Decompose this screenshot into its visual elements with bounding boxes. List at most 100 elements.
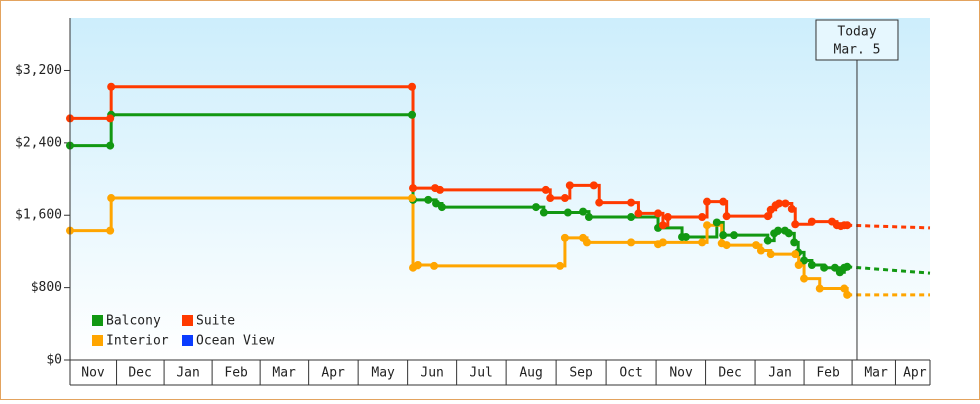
price-point <box>107 194 116 203</box>
price-point <box>107 82 116 91</box>
y-tick-label: $3,200 <box>15 63 62 78</box>
price-point <box>409 184 418 193</box>
price-point <box>541 185 550 194</box>
x-tick-label: Aug <box>519 366 542 381</box>
x-tick-label: Sep <box>569 366 593 381</box>
price-point <box>584 213 593 222</box>
price-point <box>791 220 800 229</box>
price-point <box>106 141 115 150</box>
x-tick-label: Jan <box>176 366 199 381</box>
x-tick-label: Feb <box>816 366 840 381</box>
legend-swatch <box>182 315 193 326</box>
price-point <box>787 204 796 213</box>
price-point <box>532 203 541 212</box>
price-point <box>437 203 446 212</box>
price-point <box>784 229 793 238</box>
x-tick-label: Dec <box>718 366 741 381</box>
price-point <box>560 233 569 242</box>
x-tick-label: Nov <box>669 366 693 381</box>
price-point <box>634 209 643 218</box>
price-point <box>840 284 849 293</box>
price-point <box>800 274 809 283</box>
price-point <box>794 261 803 269</box>
price-point <box>807 217 816 226</box>
price-point <box>729 231 738 240</box>
price-point <box>424 195 433 204</box>
x-tick-label: Jul <box>469 366 492 381</box>
price-point <box>790 238 799 247</box>
price-point <box>843 221 852 230</box>
x-tick-label: Apr <box>903 366 927 381</box>
price-point <box>663 213 672 222</box>
price-point <box>106 226 115 235</box>
price-point <box>627 238 636 247</box>
y-tick-label: $800 <box>31 280 62 295</box>
price-point <box>106 114 115 123</box>
price-point <box>560 194 569 203</box>
x-tick-label: Jun <box>420 366 443 381</box>
today-label: Today <box>837 25 876 40</box>
price-point <box>843 290 852 299</box>
price-point <box>719 231 728 240</box>
price-point <box>408 194 417 203</box>
x-tick-label: Mar <box>272 366 296 381</box>
price-point <box>658 221 667 230</box>
price-point <box>579 207 588 216</box>
price-point <box>815 284 824 293</box>
x-tick-label: Nov <box>81 366 105 381</box>
price-point <box>658 238 667 247</box>
price-point <box>766 250 775 259</box>
price-point <box>752 241 761 250</box>
price-point <box>654 209 663 218</box>
price-point <box>774 226 783 235</box>
today-box <box>815 19 899 61</box>
price-point <box>589 181 598 190</box>
x-tick-label: May <box>371 366 395 381</box>
x-tick-label: Jan <box>768 366 791 381</box>
legend-label: Suite <box>196 314 235 329</box>
price-point <box>800 256 809 265</box>
price-point <box>703 197 712 206</box>
price-point <box>722 212 731 221</box>
price-point <box>627 213 636 222</box>
price-point <box>712 218 721 227</box>
y-tick-label: $1,600 <box>15 208 62 223</box>
x-tick-label: Oct <box>619 366 642 381</box>
x-tick-label: Apr <box>321 366 345 381</box>
price-point <box>698 213 707 222</box>
legend-swatch <box>92 315 103 326</box>
legend-swatch <box>92 335 103 346</box>
y-tick-label: $0 <box>46 353 62 368</box>
price-point <box>698 238 707 247</box>
price-point <box>627 198 636 207</box>
price-point <box>775 199 784 208</box>
price-point <box>413 261 422 269</box>
x-tick-label: Dec <box>128 366 151 381</box>
today-label: Mar. 5 <box>834 43 881 58</box>
price-point <box>435 185 444 194</box>
price-point <box>763 236 772 245</box>
legend-label: Ocean View <box>196 334 274 349</box>
price-point <box>763 212 772 221</box>
price-point <box>807 261 816 269</box>
price-point <box>539 208 548 217</box>
price-point <box>563 208 572 217</box>
price-point <box>546 194 555 203</box>
price-point <box>820 263 829 272</box>
price-point <box>791 250 800 259</box>
legend-swatch <box>182 335 193 346</box>
legend-label: Interior <box>106 334 169 349</box>
price-point <box>582 238 591 247</box>
x-tick-label: Mar <box>864 366 888 381</box>
forecast-line <box>847 265 931 275</box>
price-point <box>408 110 417 119</box>
price-point <box>781 199 790 208</box>
price-point <box>722 241 731 250</box>
x-tick-label: Feb <box>224 366 248 381</box>
price-point <box>408 82 417 91</box>
forecast-line <box>847 223 931 230</box>
price-point <box>703 221 712 230</box>
price-point <box>756 246 765 255</box>
